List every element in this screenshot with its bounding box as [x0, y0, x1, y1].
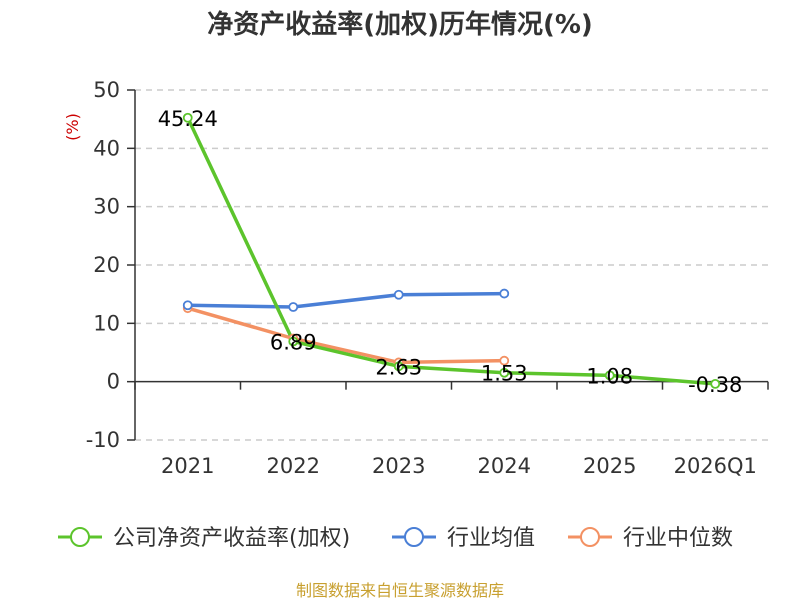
y-tick-label: 20	[93, 253, 120, 277]
y-tick-label: 10	[93, 311, 120, 335]
legend-item[interactable]: 行业均值	[392, 526, 535, 551]
data-point	[182, 300, 193, 311]
data-point	[182, 112, 193, 123]
y-tick-labels: 50 40 30 20 10 0 -10	[86, 78, 120, 452]
legend-circle-marker	[70, 527, 90, 547]
series-line	[186, 306, 506, 365]
data-labels: 45.24 6.89 2.63 1.53 1.08 -0.38	[158, 107, 743, 397]
x-tick-labels: 2021 2022 2023 2024 2025 2026Q1	[161, 454, 757, 478]
data-point	[288, 336, 299, 347]
series-line	[186, 116, 717, 386]
y-tick-label: -10	[86, 428, 120, 452]
data-label: 1.08	[586, 364, 633, 388]
data-point	[710, 378, 721, 389]
legend[interactable]: 公司净资产收益率(加权) 行业均值 行业中位数	[58, 526, 733, 551]
x-tick-label: 2023	[372, 454, 425, 478]
data-point	[604, 370, 615, 381]
y-tick-label: 0	[107, 370, 120, 394]
legend-item[interactable]: 公司净资产收益率(加权)	[58, 526, 350, 551]
data-label: 45.24	[158, 107, 218, 131]
y-axis-unit-label: (%)	[63, 113, 82, 141]
x-tick-label: 2025	[583, 454, 636, 478]
legend-label: 公司净资产收益率(加权)	[113, 526, 350, 551]
legend-circle-marker	[404, 527, 424, 547]
x-tick-label: 2026Q1	[674, 454, 757, 478]
data-point	[499, 355, 510, 366]
series-lines	[186, 116, 717, 386]
legend-label: 行业均值	[447, 526, 535, 551]
data-label: 6.89	[270, 330, 317, 354]
x-tick-label: 2022	[267, 454, 320, 478]
y-tick-label: 50	[93, 78, 120, 102]
axes	[127, 89, 769, 441]
data-point	[393, 289, 404, 300]
legend-label: 行业中位数	[623, 526, 733, 551]
data-point	[499, 288, 510, 299]
x-tick-label: 2024	[478, 454, 531, 478]
legend-item[interactable]: 行业中位数	[568, 526, 733, 551]
data-point	[393, 361, 404, 372]
series-points	[182, 112, 721, 389]
data-label: -0.38	[688, 373, 742, 397]
data-label: 2.63	[375, 355, 422, 379]
y-tick-label: 40	[93, 136, 120, 160]
data-point	[499, 367, 510, 378]
series-line	[186, 291, 506, 309]
legend-circle-marker	[580, 527, 600, 547]
x-tick-label: 2021	[161, 454, 214, 478]
data-point	[288, 302, 299, 312]
chart-title: 净资产收益率(加权)历年情况(%)	[207, 9, 593, 40]
data-source-note: 制图数据来自恒生聚源数据库	[296, 581, 504, 600]
data-label: 1.53	[481, 362, 528, 386]
y-tick-label: 30	[93, 195, 120, 219]
